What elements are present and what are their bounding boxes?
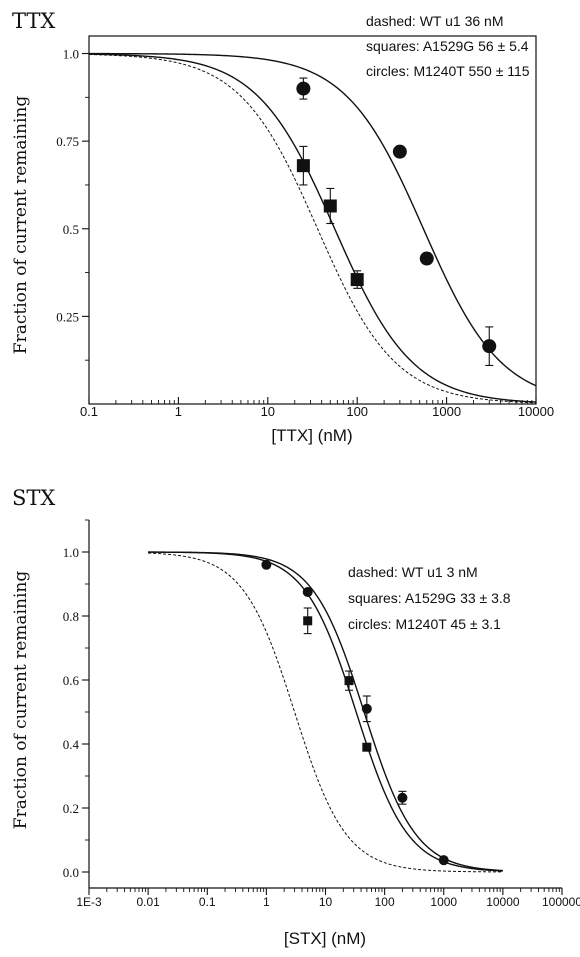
- stx-circle-point: [439, 855, 449, 865]
- stx-panel: STX Fraction of current remaining [STX] …: [11, 486, 580, 948]
- ttx-title: TTX: [12, 9, 55, 33]
- ttx-x-tick-label: 10000: [518, 404, 554, 419]
- stx-x-tick-label: 10000: [486, 895, 520, 909]
- stx-annotation-wt: dashed: WT u1 3 nM: [348, 564, 478, 580]
- stx-square-point: [345, 676, 354, 685]
- stx-square-point: [303, 616, 312, 625]
- stx-y-tick-label: 0.4: [63, 737, 80, 752]
- stx-x-tick-label: 0.1: [199, 895, 216, 909]
- ttx-circle-point: [482, 339, 496, 353]
- ttx-plot-frame: [89, 36, 536, 404]
- stx-y-tick-label: 0.0: [63, 865, 79, 880]
- stx-y-tick-label: 0.6: [63, 673, 80, 688]
- ttx-ticks: 0.1 1 10 100 1000 10000 0.25 0.5 0.75 1.0: [56, 47, 554, 419]
- stx-ticks: 1E-3 0.01 0.1 1 10 100 1000 10000 100000 0.0 0.2 0.…: [63, 520, 580, 909]
- ttx-circle-point: [393, 145, 407, 159]
- ttx-x-tick-label: 0.1: [80, 404, 98, 419]
- stx-y-tick-label: 0.2: [63, 801, 79, 816]
- ttx-fit-curves: [89, 54, 536, 403]
- ttx-y-tick-label: 1.0: [63, 47, 79, 62]
- stx-circle-point: [397, 793, 407, 803]
- ttx-panel: TTX Fraction of current remaining [TTX] …: [11, 9, 554, 445]
- stx-x-tick-label: 1000: [430, 895, 457, 909]
- ttx-annotation-a1529g: squares: A1529G 56 ± 5.4: [366, 38, 529, 54]
- ttx-square-point: [324, 199, 337, 212]
- ttx-square-point: [351, 273, 364, 286]
- ttx-y-tick-label: 0.25: [56, 309, 79, 324]
- stx-x-axis-label: [STX] (nM): [284, 929, 366, 948]
- ttx-x-tick-label: 1: [175, 404, 182, 419]
- ttx-square-point: [297, 159, 310, 172]
- ttx-x-axis-label: [TTX] (nM): [271, 426, 352, 445]
- ttx-circle-point: [296, 82, 310, 96]
- ttx-x-tick-label: 10: [261, 404, 275, 419]
- stx-x-tick-label: 10: [319, 895, 333, 909]
- stx-x-tick-label: 100000: [542, 895, 580, 909]
- stx-x-tick-label: 0.01: [136, 895, 160, 909]
- ttx-y-axis-label: Fraction of current remaining: [11, 96, 31, 355]
- ttx-data-points: [296, 78, 496, 365]
- ttx-annotation-m1240t: circles: M1240T 550 ± 115: [366, 63, 530, 79]
- stx-x-tick-label: 1E-3: [76, 895, 102, 909]
- stx-annotation-a1529g: squares: A1529G 33 ± 3.8: [348, 590, 511, 606]
- ttx-y-tick-label: 0.75: [56, 134, 79, 149]
- stx-y-axis-label: Fraction of current remaining: [11, 571, 31, 830]
- stx-title: STX: [12, 486, 55, 510]
- stx-y-tick-label: 1.0: [63, 545, 79, 560]
- stx-square-point: [362, 743, 371, 752]
- ttx-x-tick-label: 100: [346, 404, 368, 419]
- ttx-fit-curve-dashed: [89, 54, 536, 402]
- stx-circle-point: [261, 560, 271, 570]
- stx-x-tick-label: 1: [263, 895, 270, 909]
- stx-circle-point: [303, 587, 313, 597]
- ttx-fit-curve-solid: [89, 54, 536, 402]
- stx-x-tick-label: 100: [375, 895, 395, 909]
- ttx-annotation-wt: dashed: WT u1 36 nM: [366, 13, 503, 29]
- ttx-circle-point: [420, 252, 434, 266]
- ttx-x-tick-label: 1000: [432, 404, 461, 419]
- stx-annotation-m1240t: circles: M1240T 45 ± 3.1: [348, 616, 501, 632]
- stx-circle-point: [362, 704, 372, 714]
- ttx-y-tick-label: 0.5: [63, 222, 79, 237]
- stx-y-tick-label: 0.8: [63, 609, 79, 624]
- ttx-fit-curve-solid: [89, 54, 536, 386]
